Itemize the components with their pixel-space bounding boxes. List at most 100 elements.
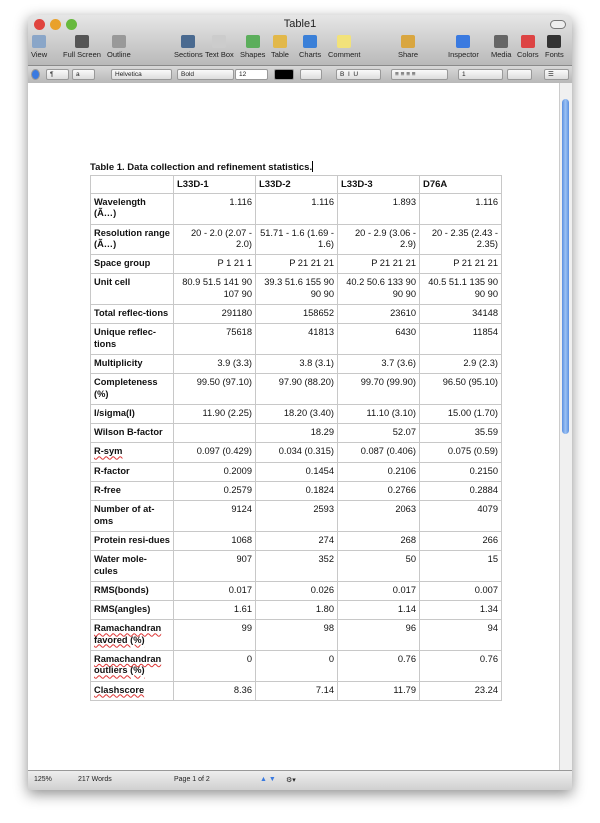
row-label[interactable]: Water mole-cules — [90, 550, 174, 582]
table-cell[interactable]: 6430 — [337, 323, 420, 355]
table-cell[interactable]: 40.2 50.6 133 90 90 90 — [337, 273, 420, 306]
table-cell[interactable]: 98 — [255, 619, 338, 652]
styles-drawer-button[interactable] — [31, 69, 40, 80]
table-cell[interactable]: 1.80 — [255, 600, 338, 621]
toolbar-comment-button[interactable]: Comment — [328, 35, 361, 59]
table-cell[interactable]: 0.2106 — [337, 461, 420, 483]
table-cell[interactable]: 1.34 — [419, 600, 502, 621]
table-cell[interactable]: 158652 — [255, 304, 338, 325]
table-cell[interactable]: 1.893 — [337, 193, 420, 225]
font-family-select[interactable]: Helvetica — [111, 69, 172, 80]
table-cell[interactable]: 11.79 — [337, 680, 420, 701]
table-cell[interactable]: 9124 — [173, 500, 256, 532]
table-cell[interactable]: 0.097 (0.429) — [173, 442, 256, 463]
row-label[interactable]: Protein resi-dues — [90, 530, 174, 552]
page-nav-arrows-icon[interactable]: ▲ ▼ — [260, 776, 276, 783]
statistics-table[interactable]: L33D-1 L33D-2 L33D-3 D76A Wavelength (Ã…) 1.… — [90, 175, 502, 701]
table-cell[interactable]: 0.2884 — [419, 481, 502, 502]
toolbar-inspector-button[interactable]: Inspector — [448, 35, 479, 59]
document-page[interactable]: Table 1. Data collection and refinement … — [28, 83, 560, 771]
row-label[interactable]: RMS(bonds) — [90, 580, 174, 602]
row-label[interactable]: R-sym — [90, 442, 174, 463]
table-cell[interactable]: 0.76 — [419, 650, 502, 682]
list-style-select[interactable]: ☰ — [544, 69, 569, 80]
row-label[interactable]: Completeness (%) — [90, 373, 174, 405]
row-label[interactable]: Unique reflec-tions — [90, 323, 174, 355]
row-label[interactable]: RMS(angles) — [90, 600, 174, 621]
toolbar-toggle-button[interactable] — [550, 20, 566, 29]
table-cell[interactable]: 1.116 — [173, 193, 256, 225]
table-cell[interactable]: 1.14 — [337, 600, 420, 621]
table-cell[interactable]: 1068 — [173, 530, 256, 552]
toolbar-table-button[interactable]: Table — [271, 35, 289, 59]
table-cell[interactable]: 1.116 — [255, 193, 338, 225]
highlight-color-well[interactable] — [300, 69, 322, 80]
toolbar-shapes-button[interactable]: Shapes — [240, 35, 265, 59]
table-cell[interactable]: 2063 — [337, 500, 420, 532]
table-cell[interactable]: 99.50 (97.10) — [173, 373, 256, 405]
row-label[interactable]: I/sigma(I) — [90, 403, 174, 425]
table-cell[interactable]: 352 — [255, 550, 338, 582]
table-cell[interactable]: 15 — [419, 550, 502, 582]
table-cell[interactable]: 41813 — [255, 323, 338, 355]
table-cell[interactable]: P 21 21 21 — [255, 254, 338, 275]
table-cell[interactable]: 0.1454 — [255, 461, 338, 483]
toolbar-media-button[interactable]: Media — [491, 35, 511, 59]
toolbar-outline-button[interactable]: Outline — [107, 35, 131, 59]
table-cell[interactable]: 94 — [419, 619, 502, 652]
table-cell[interactable]: 11.10 (3.10) — [337, 403, 420, 425]
table-cell[interactable]: 266 — [419, 530, 502, 552]
table-cell[interactable]: 0.017 — [337, 580, 420, 602]
row-label[interactable]: R-free — [90, 481, 174, 502]
column-header[interactable]: L33D-2 — [255, 175, 338, 194]
close-button[interactable] — [34, 19, 45, 30]
table-cell[interactable]: 0.026 — [255, 580, 338, 602]
table-cell[interactable]: 0.017 — [173, 580, 256, 602]
minimize-button[interactable] — [50, 19, 61, 30]
table-cell[interactable] — [173, 423, 256, 444]
row-label[interactable]: Multiplicity — [90, 353, 174, 375]
toolbar-share-button[interactable]: Share — [398, 35, 418, 59]
table-cell[interactable]: 99 — [173, 619, 256, 652]
character-style-select[interactable]: a — [72, 69, 95, 80]
table-cell[interactable]: 0.2150 — [419, 461, 502, 483]
table-cell[interactable]: 0.007 — [419, 580, 502, 602]
row-label[interactable]: Wavelength (Ã…) — [90, 193, 174, 225]
toolbar-sections-button[interactable]: Sections — [174, 35, 203, 59]
table-cell[interactable]: 0.76 — [337, 650, 420, 682]
toolbar-view-button[interactable]: View — [31, 35, 47, 59]
table-cell[interactable]: 96.50 (95.10) — [419, 373, 502, 405]
row-label[interactable]: Total reflec-tions — [90, 304, 174, 325]
table-cell[interactable]: 0.1824 — [255, 481, 338, 502]
table-cell[interactable]: P 1 21 1 — [173, 254, 256, 275]
paragraph-style-select[interactable]: ¶ — [46, 69, 69, 80]
table-cell[interactable]: 3.9 (3.3) — [173, 353, 256, 375]
row-label[interactable]: R-factor — [90, 461, 174, 483]
row-label[interactable]: Ramachandran favored (%) — [90, 619, 174, 652]
toolbar-charts-button[interactable]: Charts — [299, 35, 321, 59]
table-cell[interactable]: 3.7 (3.6) — [337, 353, 420, 375]
table-cell[interactable]: 291180 — [173, 304, 256, 325]
table-cell[interactable]: 0.075 (0.59) — [419, 442, 502, 463]
table-cell[interactable]: 0.2009 — [173, 461, 256, 483]
column-header[interactable]: L33D-3 — [337, 175, 420, 194]
row-label[interactable]: Wilson B-factor — [90, 423, 174, 444]
table-cell[interactable]: 0 — [255, 650, 338, 682]
table-cell[interactable]: 0.087 (0.406) — [337, 442, 420, 463]
vertical-scrollbar[interactable] — [559, 83, 572, 771]
row-label[interactable]: Space group — [90, 254, 174, 275]
toolbar-colors-button[interactable]: Colors — [517, 35, 539, 59]
table-cell[interactable]: 1.61 — [173, 600, 256, 621]
table-cell[interactable]: 907 — [173, 550, 256, 582]
table-cell[interactable]: 274 — [255, 530, 338, 552]
table-cell[interactable]: 1.116 — [419, 193, 502, 225]
table-cell[interactable]: 3.8 (3.1) — [255, 353, 338, 375]
toolbar-fonts-button[interactable]: Fonts — [545, 35, 564, 59]
zoom-button[interactable] — [66, 19, 77, 30]
table-cell[interactable]: 50 — [337, 550, 420, 582]
toolbar-full-screen-button[interactable]: Full Screen — [63, 35, 101, 59]
table-cell[interactable]: 97.90 (88.20) — [255, 373, 338, 405]
line-spacing-select[interactable]: 1 — [458, 69, 503, 80]
table-cell[interactable]: P 21 21 21 — [337, 254, 420, 275]
table-cell[interactable]: 15.00 (1.70) — [419, 403, 502, 425]
